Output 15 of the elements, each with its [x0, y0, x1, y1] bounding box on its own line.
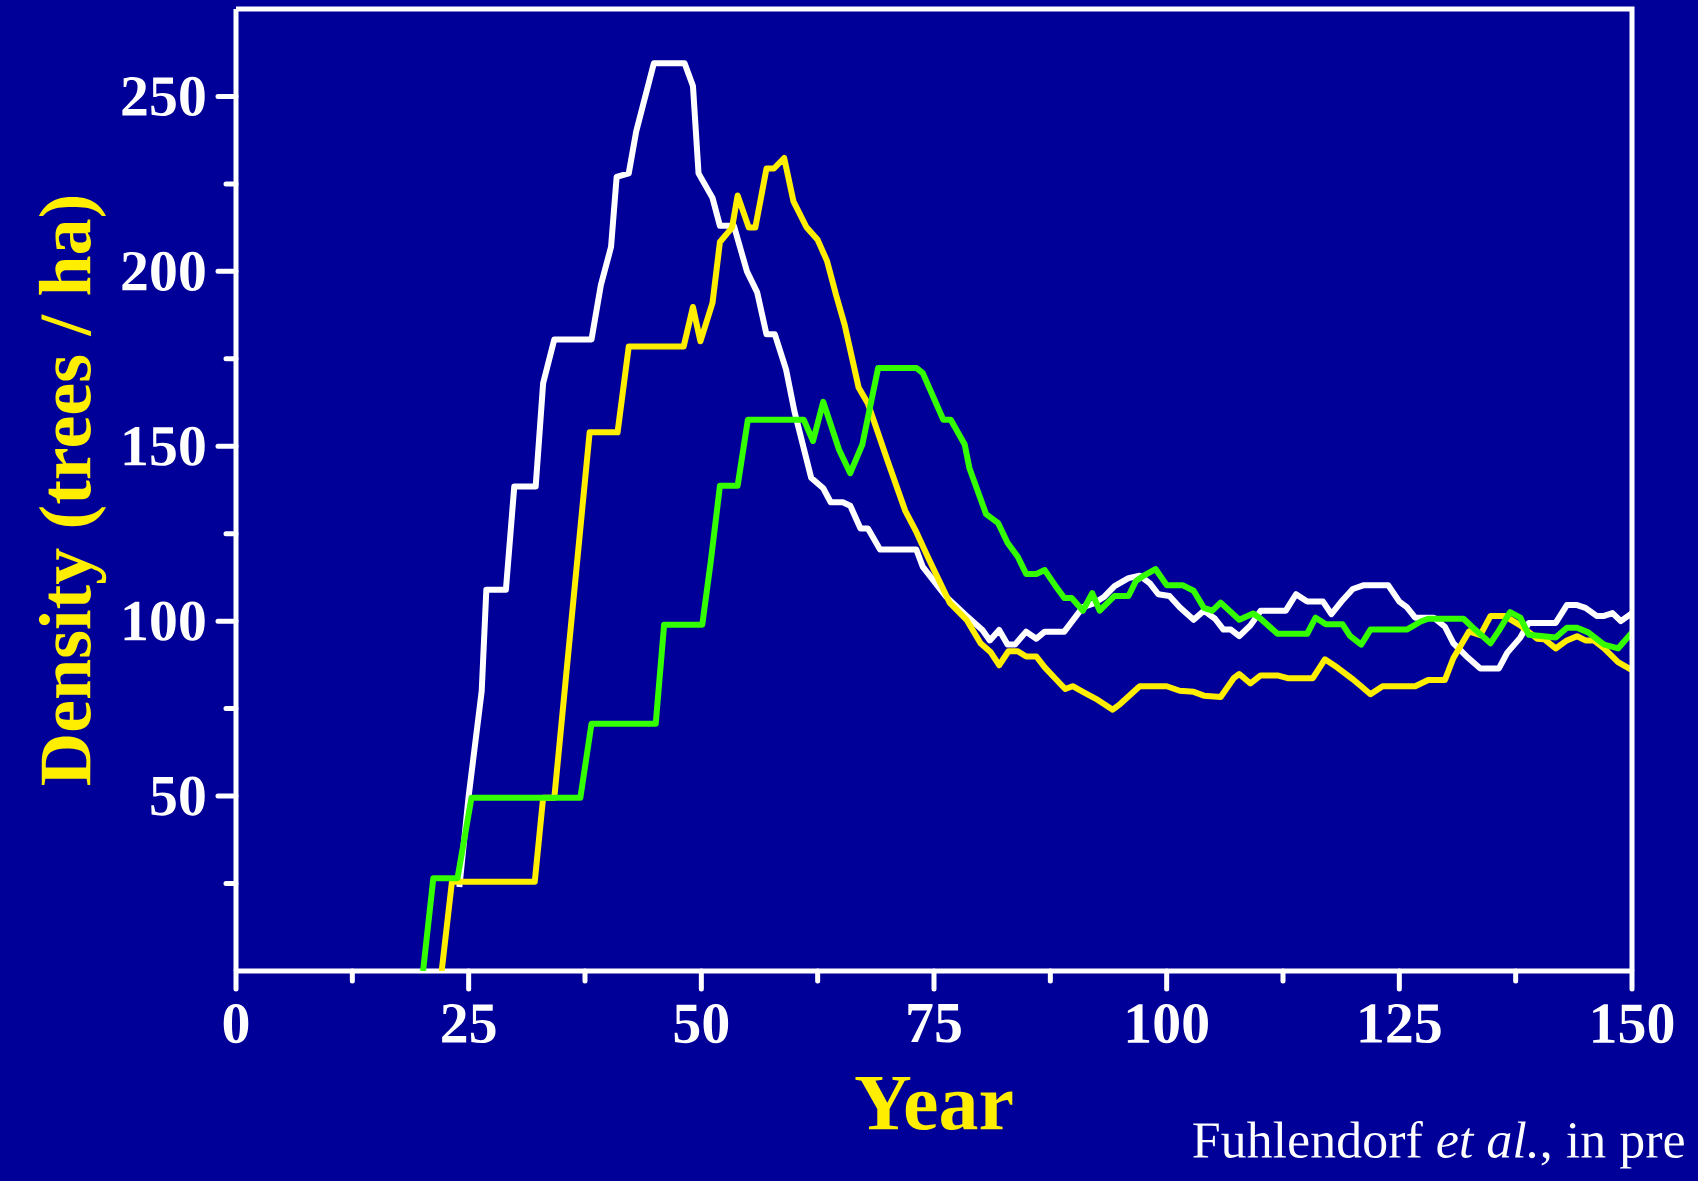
x-tick-label: 100: [1127, 1004, 1208, 1044]
text: Fuhlendorf et al., in pre: [1193, 1120, 1684, 1169]
y-tick-label: 50: [151, 776, 205, 816]
y-axis-title: Density (trees / ha): [38, 197, 107, 785]
y-tick-label: 200: [122, 251, 205, 291]
x-tick-label: 125: [1360, 1004, 1441, 1044]
y-tick-label: 150: [124, 426, 205, 466]
x-tick-label: 50: [674, 1004, 729, 1044]
x-tick-label: 0: [223, 1004, 249, 1044]
y-tick-label: 100: [124, 601, 205, 641]
x-tick-label: 75: [908, 1004, 961, 1043]
x-axis-title: Year: [855, 1076, 1013, 1131]
x-tick-label: 25: [442, 1004, 496, 1044]
y-tick-label: 250: [122, 76, 205, 116]
x-tick-label: 150: [1593, 1004, 1674, 1044]
